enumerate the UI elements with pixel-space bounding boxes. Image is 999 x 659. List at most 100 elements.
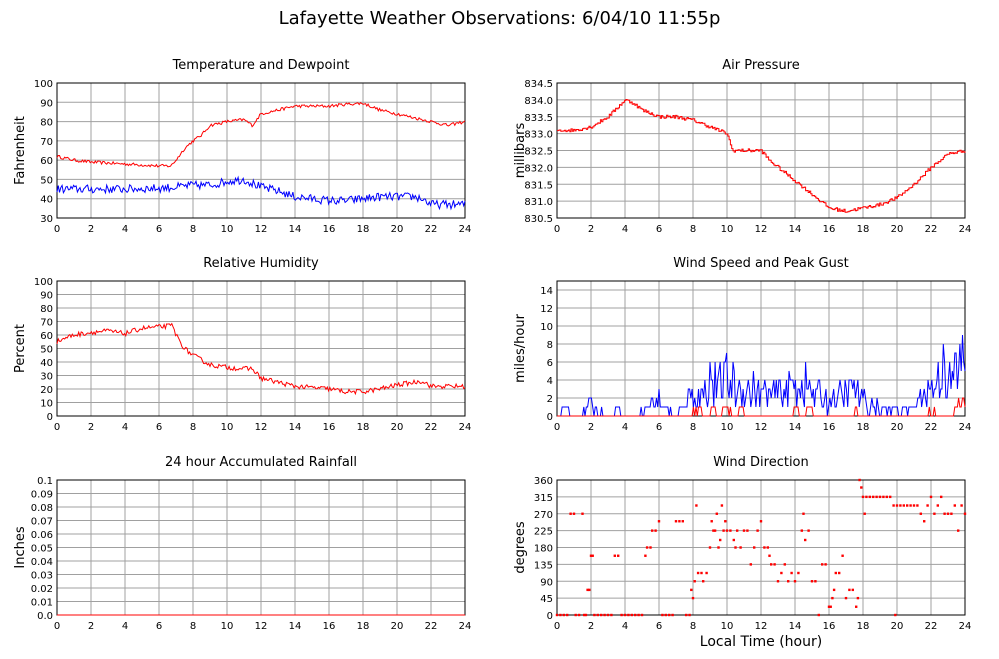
data-point bbox=[827, 605, 831, 608]
x-tick-label: 0 bbox=[554, 224, 560, 235]
x-tick-label: 4 bbox=[622, 621, 628, 632]
x-tick-label: 6 bbox=[656, 621, 662, 632]
x-tick-label: 2 bbox=[588, 422, 594, 433]
x-axis-label: Local Time (hour) bbox=[699, 634, 823, 650]
data-point bbox=[645, 546, 649, 549]
data-point bbox=[770, 563, 773, 566]
x-tick-label: 20 bbox=[891, 224, 904, 235]
data-point bbox=[591, 554, 594, 557]
y-tick-label: 80 bbox=[40, 304, 53, 315]
data-point bbox=[804, 538, 807, 542]
data-point bbox=[802, 512, 805, 515]
x-tick-label: 14 bbox=[789, 621, 802, 632]
x-tick-label: 12 bbox=[755, 224, 768, 235]
x-tick-label: 10 bbox=[721, 621, 734, 632]
y-tick-label: 360 bbox=[534, 476, 553, 487]
data-point bbox=[787, 580, 790, 583]
chart-title: 24 hour Accumulated Rainfall bbox=[165, 455, 357, 470]
data-point bbox=[717, 546, 720, 549]
data-point bbox=[902, 504, 905, 507]
data-point bbox=[810, 580, 814, 583]
data-point bbox=[732, 538, 735, 542]
data-point bbox=[889, 495, 892, 499]
x-tick-label: 6 bbox=[156, 224, 162, 235]
x-tick-label: 14 bbox=[789, 224, 802, 235]
data-point bbox=[581, 512, 584, 515]
x-tick-label: 22 bbox=[425, 224, 438, 235]
y-tick-label: 100 bbox=[34, 277, 53, 288]
y-tick-label: 60 bbox=[40, 331, 53, 342]
data-point bbox=[583, 613, 586, 617]
x-tick-label: 20 bbox=[391, 224, 404, 235]
plot-frame bbox=[556, 82, 966, 219]
y-tick-label: 831.5 bbox=[524, 180, 553, 191]
x-tick-label: 24 bbox=[459, 422, 472, 433]
data-point bbox=[766, 546, 769, 549]
data-point bbox=[742, 529, 746, 532]
data-point bbox=[957, 529, 960, 532]
x-tick-label: 2 bbox=[88, 621, 94, 632]
data-point bbox=[856, 596, 860, 600]
data-point bbox=[872, 495, 875, 499]
y-tick-label: 0.06 bbox=[31, 530, 53, 541]
x-tick-label: 4 bbox=[622, 422, 628, 433]
y-tick-label: 70 bbox=[40, 137, 53, 148]
y-axis-label: Inches bbox=[13, 526, 28, 568]
data-point bbox=[719, 538, 722, 542]
x-tick-label: 20 bbox=[391, 621, 404, 632]
data-point bbox=[729, 529, 732, 532]
data-point bbox=[644, 554, 647, 557]
y-tick-label: 70 bbox=[40, 318, 53, 329]
data-point bbox=[807, 529, 810, 532]
data-point bbox=[749, 563, 752, 566]
x-tick-label: 22 bbox=[925, 224, 938, 235]
page-title: Lafayette Weather Observations: 6/04/10 … bbox=[278, 8, 721, 29]
x-tick-label: 18 bbox=[857, 621, 870, 632]
x-tick-label: 0 bbox=[54, 621, 60, 632]
data-point bbox=[759, 520, 763, 523]
x-tick-label: 14 bbox=[289, 621, 302, 632]
data-point bbox=[664, 613, 667, 617]
data-point bbox=[559, 613, 562, 617]
data-point bbox=[746, 529, 749, 532]
data-point bbox=[596, 613, 599, 617]
data-point bbox=[702, 580, 705, 583]
series-line-0 bbox=[56, 322, 466, 396]
data-point bbox=[734, 546, 737, 549]
y-tick-label: 270 bbox=[534, 510, 553, 521]
data-point bbox=[637, 613, 640, 617]
data-point bbox=[696, 571, 700, 575]
data-point bbox=[878, 495, 882, 499]
data-point bbox=[610, 613, 613, 617]
data-point bbox=[562, 613, 565, 617]
data-point bbox=[940, 495, 943, 499]
chart-title: Wind Speed and Peak Gust bbox=[673, 256, 848, 271]
data-point bbox=[860, 486, 863, 489]
y-tick-label: 832.0 bbox=[524, 163, 553, 174]
data-point bbox=[708, 546, 712, 549]
data-point bbox=[674, 520, 678, 523]
data-point bbox=[855, 605, 858, 608]
data-point bbox=[739, 546, 742, 549]
x-tick-label: 18 bbox=[857, 422, 870, 433]
data-point bbox=[685, 613, 688, 617]
y-axis-label: millibars bbox=[513, 123, 528, 179]
data-point bbox=[710, 520, 713, 523]
x-tick-label: 0 bbox=[54, 422, 60, 433]
data-point bbox=[586, 588, 589, 592]
data-point bbox=[899, 504, 902, 507]
y-tick-label: 0.05 bbox=[31, 544, 53, 555]
x-tick-label: 10 bbox=[221, 224, 234, 235]
chart-title: Air Pressure bbox=[722, 58, 800, 73]
data-point bbox=[776, 580, 780, 583]
data-point bbox=[868, 495, 871, 499]
data-point bbox=[569, 512, 572, 515]
data-point bbox=[906, 504, 909, 507]
plot-frame bbox=[56, 280, 466, 417]
y-tick-label: 180 bbox=[534, 544, 553, 555]
data-point bbox=[695, 504, 698, 507]
data-point bbox=[588, 588, 591, 592]
x-tick-label: 6 bbox=[156, 422, 162, 433]
